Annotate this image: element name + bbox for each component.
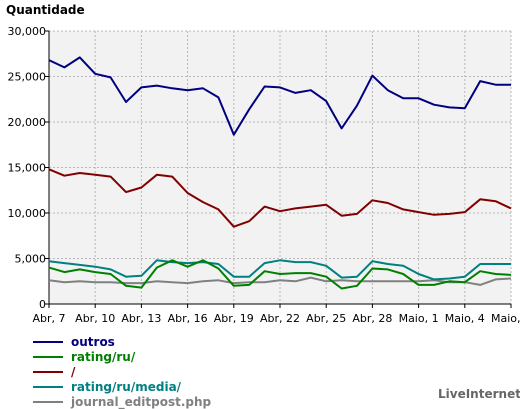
x-tick-label: Abr, 13 [121, 312, 161, 325]
y-tick-label: 0 [39, 298, 46, 311]
legend-item-rating-ru: rating/ru/ [33, 349, 211, 364]
y-tick-label: 30,000 [8, 25, 47, 38]
legend-swatch-outros [33, 340, 63, 343]
legend-label-rating-ru-media: rating/ru/media/ [71, 379, 182, 394]
legend-item-journal-editpost: journal_editpost.php [33, 394, 211, 409]
x-tick-label: Abr, 10 [75, 312, 115, 325]
series-line-outros [48, 56, 511, 136]
y-tick-label: 5,000 [15, 253, 47, 266]
y-tick-label: 20,000 [8, 116, 47, 129]
legend-label-rating-ru: rating/ru/ [71, 349, 136, 364]
legend-swatch-journal-editpost [33, 400, 63, 403]
x-tick-label: Abr, 25 [306, 312, 346, 325]
x-tick-label: Maio, 7 [491, 312, 520, 325]
legend-swatch-root [33, 370, 63, 373]
x-tick-label: Abr, 16 [168, 312, 208, 325]
legend-label-journal-editpost: journal_editpost.php [71, 394, 212, 409]
liveinternet-credit[interactable]: LiveInternet [438, 387, 520, 401]
x-tick-label: Maio, 1 [399, 312, 439, 325]
legend-label-root: / [71, 364, 76, 379]
x-tick-label: Abr, 28 [352, 312, 392, 325]
series-line-rating-ru-media [48, 259, 511, 281]
x-tick-label: Abr, 22 [260, 312, 300, 325]
legend-swatch-rating-ru-media [33, 385, 63, 388]
y-tick-label: 10,000 [8, 207, 47, 220]
legend-label-outros: outros [71, 334, 115, 349]
legend-item-rating-ru-media: rating/ru/media/ [33, 379, 211, 394]
legend-item-outros: outros [33, 334, 211, 349]
x-tick-label: Maio, 4 [445, 312, 485, 325]
x-tick-label: Abr, 19 [214, 312, 254, 325]
y-tick-label: 25,000 [8, 71, 47, 84]
legend: outros rating/ru/ / rating/ru/media/ jou… [33, 334, 211, 409]
y-axis-label: Quantidade [6, 3, 85, 17]
legend-swatch-rating-ru [33, 355, 63, 358]
x-tick-label: Abr, 7 [32, 312, 65, 325]
y-tick-label: 15,000 [8, 162, 47, 175]
legend-item-root: / [33, 364, 211, 379]
series-line-rating-ru [48, 259, 512, 290]
series-line- [48, 168, 512, 228]
